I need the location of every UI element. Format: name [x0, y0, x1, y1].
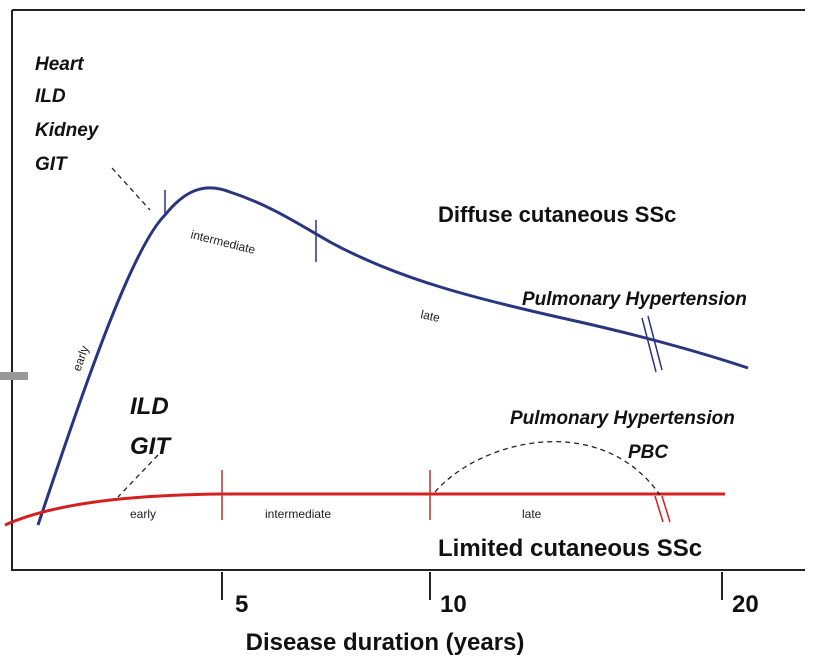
diffuse-organ: GIT: [35, 154, 68, 175]
diffuse-organ: Heart: [35, 54, 84, 75]
limited-complication: Pulmonary Hypertension: [510, 408, 735, 429]
x-tick-label: 5: [235, 591, 248, 618]
limited-complication: PBC: [628, 442, 668, 463]
limited-phase: late: [522, 507, 542, 521]
limited-phase: intermediate: [265, 507, 331, 521]
gray-bar: [0, 372, 28, 380]
limited-organ: GIT: [130, 433, 172, 460]
diffuse-organ: ILD: [35, 86, 66, 107]
diffuse-phase: late: [419, 307, 441, 325]
diffuse-curve: [36, 186, 749, 526]
x-tick-label: 10: [440, 591, 467, 618]
diffuse-organ: Kidney: [35, 120, 100, 141]
limited-organ: ILD: [130, 393, 169, 420]
limited-curve: [4, 492, 725, 527]
limited-break: [654, 495, 671, 523]
frame: [11, 9, 805, 571]
limited-phase-ticks: [221, 470, 431, 520]
limited-phase: early: [130, 507, 156, 521]
x-tick-label: 20: [732, 591, 759, 618]
diffuse-title: Diffuse cutaneous SSc: [438, 202, 676, 227]
dashed-connectors: [111, 167, 661, 498]
x-axis-label: Disease duration (years): [246, 629, 525, 656]
limited-title: Limited cutaneous SSc: [438, 535, 702, 562]
diffuse-break: [641, 315, 663, 373]
axis-ticks: [221, 572, 723, 600]
diffuse-complication: Pulmonary Hypertension: [522, 289, 747, 310]
diffuse-phase-ticks: [164, 190, 317, 262]
